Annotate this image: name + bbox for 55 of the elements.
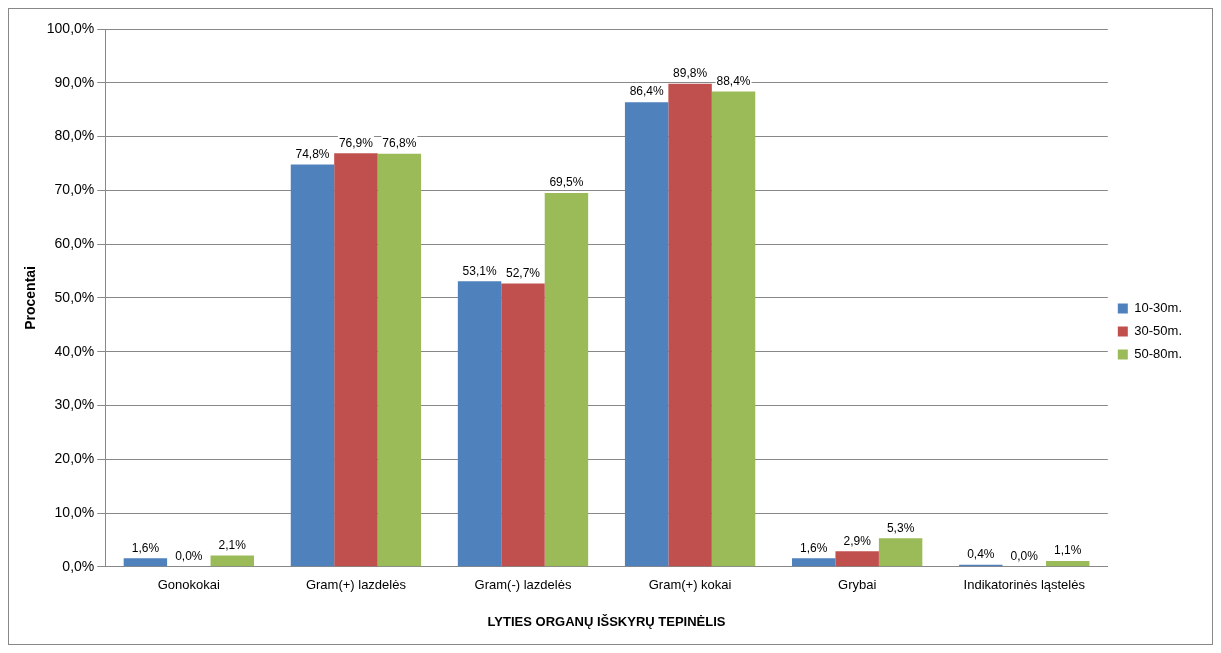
y-tick-label: 10,0% — [54, 503, 95, 520]
x-axis-title: LYTIES ORGANŲ IŠSKYRŲ TEPINĖLIS — [487, 613, 726, 629]
x-tick-label: Grybai — [838, 577, 877, 593]
bar — [501, 283, 545, 567]
bar — [544, 193, 589, 567]
bar — [457, 281, 502, 567]
data-label: 2,9% — [843, 533, 872, 548]
data-label: 76,8% — [382, 136, 417, 151]
x-tick-label: Gram(-) lazdelės — [474, 577, 572, 593]
data-label: 1,1% — [1054, 543, 1082, 558]
data-label: 0,0% — [175, 549, 203, 564]
legend-label: 10-30m. — [1134, 300, 1183, 316]
data-label: 5,3% — [886, 520, 915, 535]
y-axis-title: Procentai — [22, 265, 39, 330]
y-tick-label: 0,0% — [62, 557, 95, 574]
bar — [290, 164, 335, 567]
data-label: 0,4% — [967, 546, 995, 561]
data-label: 74,8% — [295, 146, 330, 161]
bar — [210, 555, 254, 567]
bar — [878, 538, 923, 567]
y-tick-label: 30,0% — [54, 396, 95, 413]
bar — [711, 91, 756, 567]
x-tick-label: Gram(+) lazdelės — [305, 577, 407, 593]
legend-label: 30-50m. — [1134, 323, 1183, 339]
bar — [1045, 560, 1090, 567]
bar — [792, 558, 836, 567]
y-tick-label: 70,0% — [54, 181, 95, 198]
data-label: 86,4% — [629, 84, 664, 99]
data-label: 1,6% — [800, 540, 828, 555]
data-label: 52,7% — [505, 265, 541, 280]
y-tick-label: 80,0% — [54, 127, 95, 144]
x-tick-label: Gram(+) kokai — [648, 577, 732, 593]
y-tick-label: 50,0% — [54, 288, 95, 305]
data-label: 53,1% — [462, 263, 497, 278]
y-tick-label: 20,0% — [54, 450, 95, 467]
bar — [624, 102, 669, 567]
data-label: 76,9% — [338, 135, 374, 150]
bar — [835, 551, 879, 567]
y-tick-label: 90,0% — [54, 73, 95, 90]
x-tick-label: Gonokokai — [157, 577, 221, 593]
data-label: 69,5% — [549, 175, 584, 190]
bar — [377, 153, 422, 567]
bar — [123, 558, 168, 567]
bar — [334, 153, 378, 567]
y-tick-label: 100,0% — [46, 19, 95, 36]
data-label: 0,0% — [1010, 549, 1039, 564]
y-tick-label: 60,0% — [54, 234, 95, 251]
x-tick-label: Indikatorinės ląstelės — [963, 577, 1086, 593]
data-label: 89,8% — [673, 66, 708, 81]
y-tick-label: 40,0% — [54, 342, 95, 359]
data-label: 1,6% — [131, 540, 160, 555]
data-label: 88,4% — [716, 73, 751, 88]
data-label: 2,1% — [218, 537, 247, 552]
bar — [668, 83, 712, 567]
legend-label: 50-80m. — [1134, 346, 1183, 362]
